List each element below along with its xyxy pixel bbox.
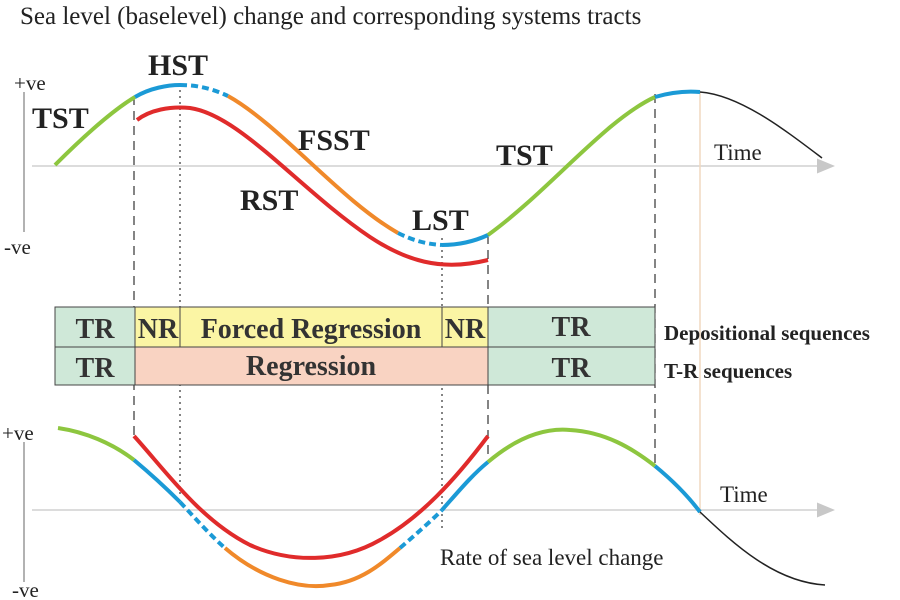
row2-tr-left-label: TR [76, 353, 116, 384]
bottom-curve-tst-left [57, 426, 136, 462]
top-curve-hst-right [654, 89, 701, 99]
row2-tr-right-label: TR [552, 353, 592, 384]
bottom-curve-future [699, 511, 826, 586]
bottom-curve-hst-solid [132, 458, 182, 504]
top-curve-hst-solid-1 [133, 83, 181, 99]
rate-caption: Rate of sea level change [440, 545, 664, 570]
tract-label-fsst: FSST [298, 124, 370, 157]
tract-label-lst: LST [412, 204, 469, 237]
top-curve-future [699, 91, 823, 159]
top-curve-fsst [227, 94, 399, 235]
row1-tr-right-label: TR [552, 312, 592, 343]
bottom-curve-lst-solid [440, 460, 490, 512]
row1-nr-left-label: NR [138, 314, 179, 345]
bottom-curve-lst-dashed [398, 508, 444, 550]
top-curve-lst-solid [441, 233, 489, 247]
top-curve-lst-dashed [397, 231, 443, 247]
row1-forced-regression-label: Forced Regression [201, 314, 422, 345]
top-curve-rst [135, 105, 489, 267]
bottom-time-label: Time [720, 482, 768, 507]
bottom-curve-fsst [223, 546, 402, 589]
tract-label-hst: HST [148, 49, 208, 82]
tract-label-rst: RST [240, 184, 298, 217]
top-curve-tst-left [53, 95, 137, 167]
diagram-title: Sea level (baselevel) change and corresp… [20, 3, 641, 30]
row2-tr-right-box [487, 346, 656, 386]
row1-tr-left-label: TR [76, 314, 116, 345]
top-pos-label: +ve [14, 71, 46, 95]
bottom-neg-label: -ve [12, 578, 39, 600]
row2-regression-box [134, 346, 489, 386]
bottom-pos-label: +ve [2, 421, 34, 445]
row1-nr-right-label: NR [445, 314, 486, 345]
top-curve-tst-right [486, 95, 656, 237]
bottom-curve-tst-right [486, 427, 657, 468]
tr-sequences-label: T-R sequences [664, 359, 792, 383]
row1-tr-right-box [487, 306, 656, 348]
bottom-curve-hst-dashed [178, 500, 227, 550]
top-time-label: Time [714, 140, 762, 165]
bottom-curve-rst [132, 434, 490, 560]
row2-regression-label: Regression [246, 351, 377, 382]
depositional-sequences-label: Depositional sequences [664, 321, 870, 345]
bottom-curve-hst-right [653, 464, 702, 514]
top-neg-label: -ve [4, 235, 31, 259]
tract-label-tst-left: TST [32, 102, 89, 135]
top-curve-hst-dashed [179, 83, 229, 98]
row2-tr-left-box [54, 346, 136, 386]
sequence-table: TR NR Forced Regression NR TR TR Regress… [54, 306, 870, 386]
tract-label-tst-right: TST [496, 139, 553, 172]
